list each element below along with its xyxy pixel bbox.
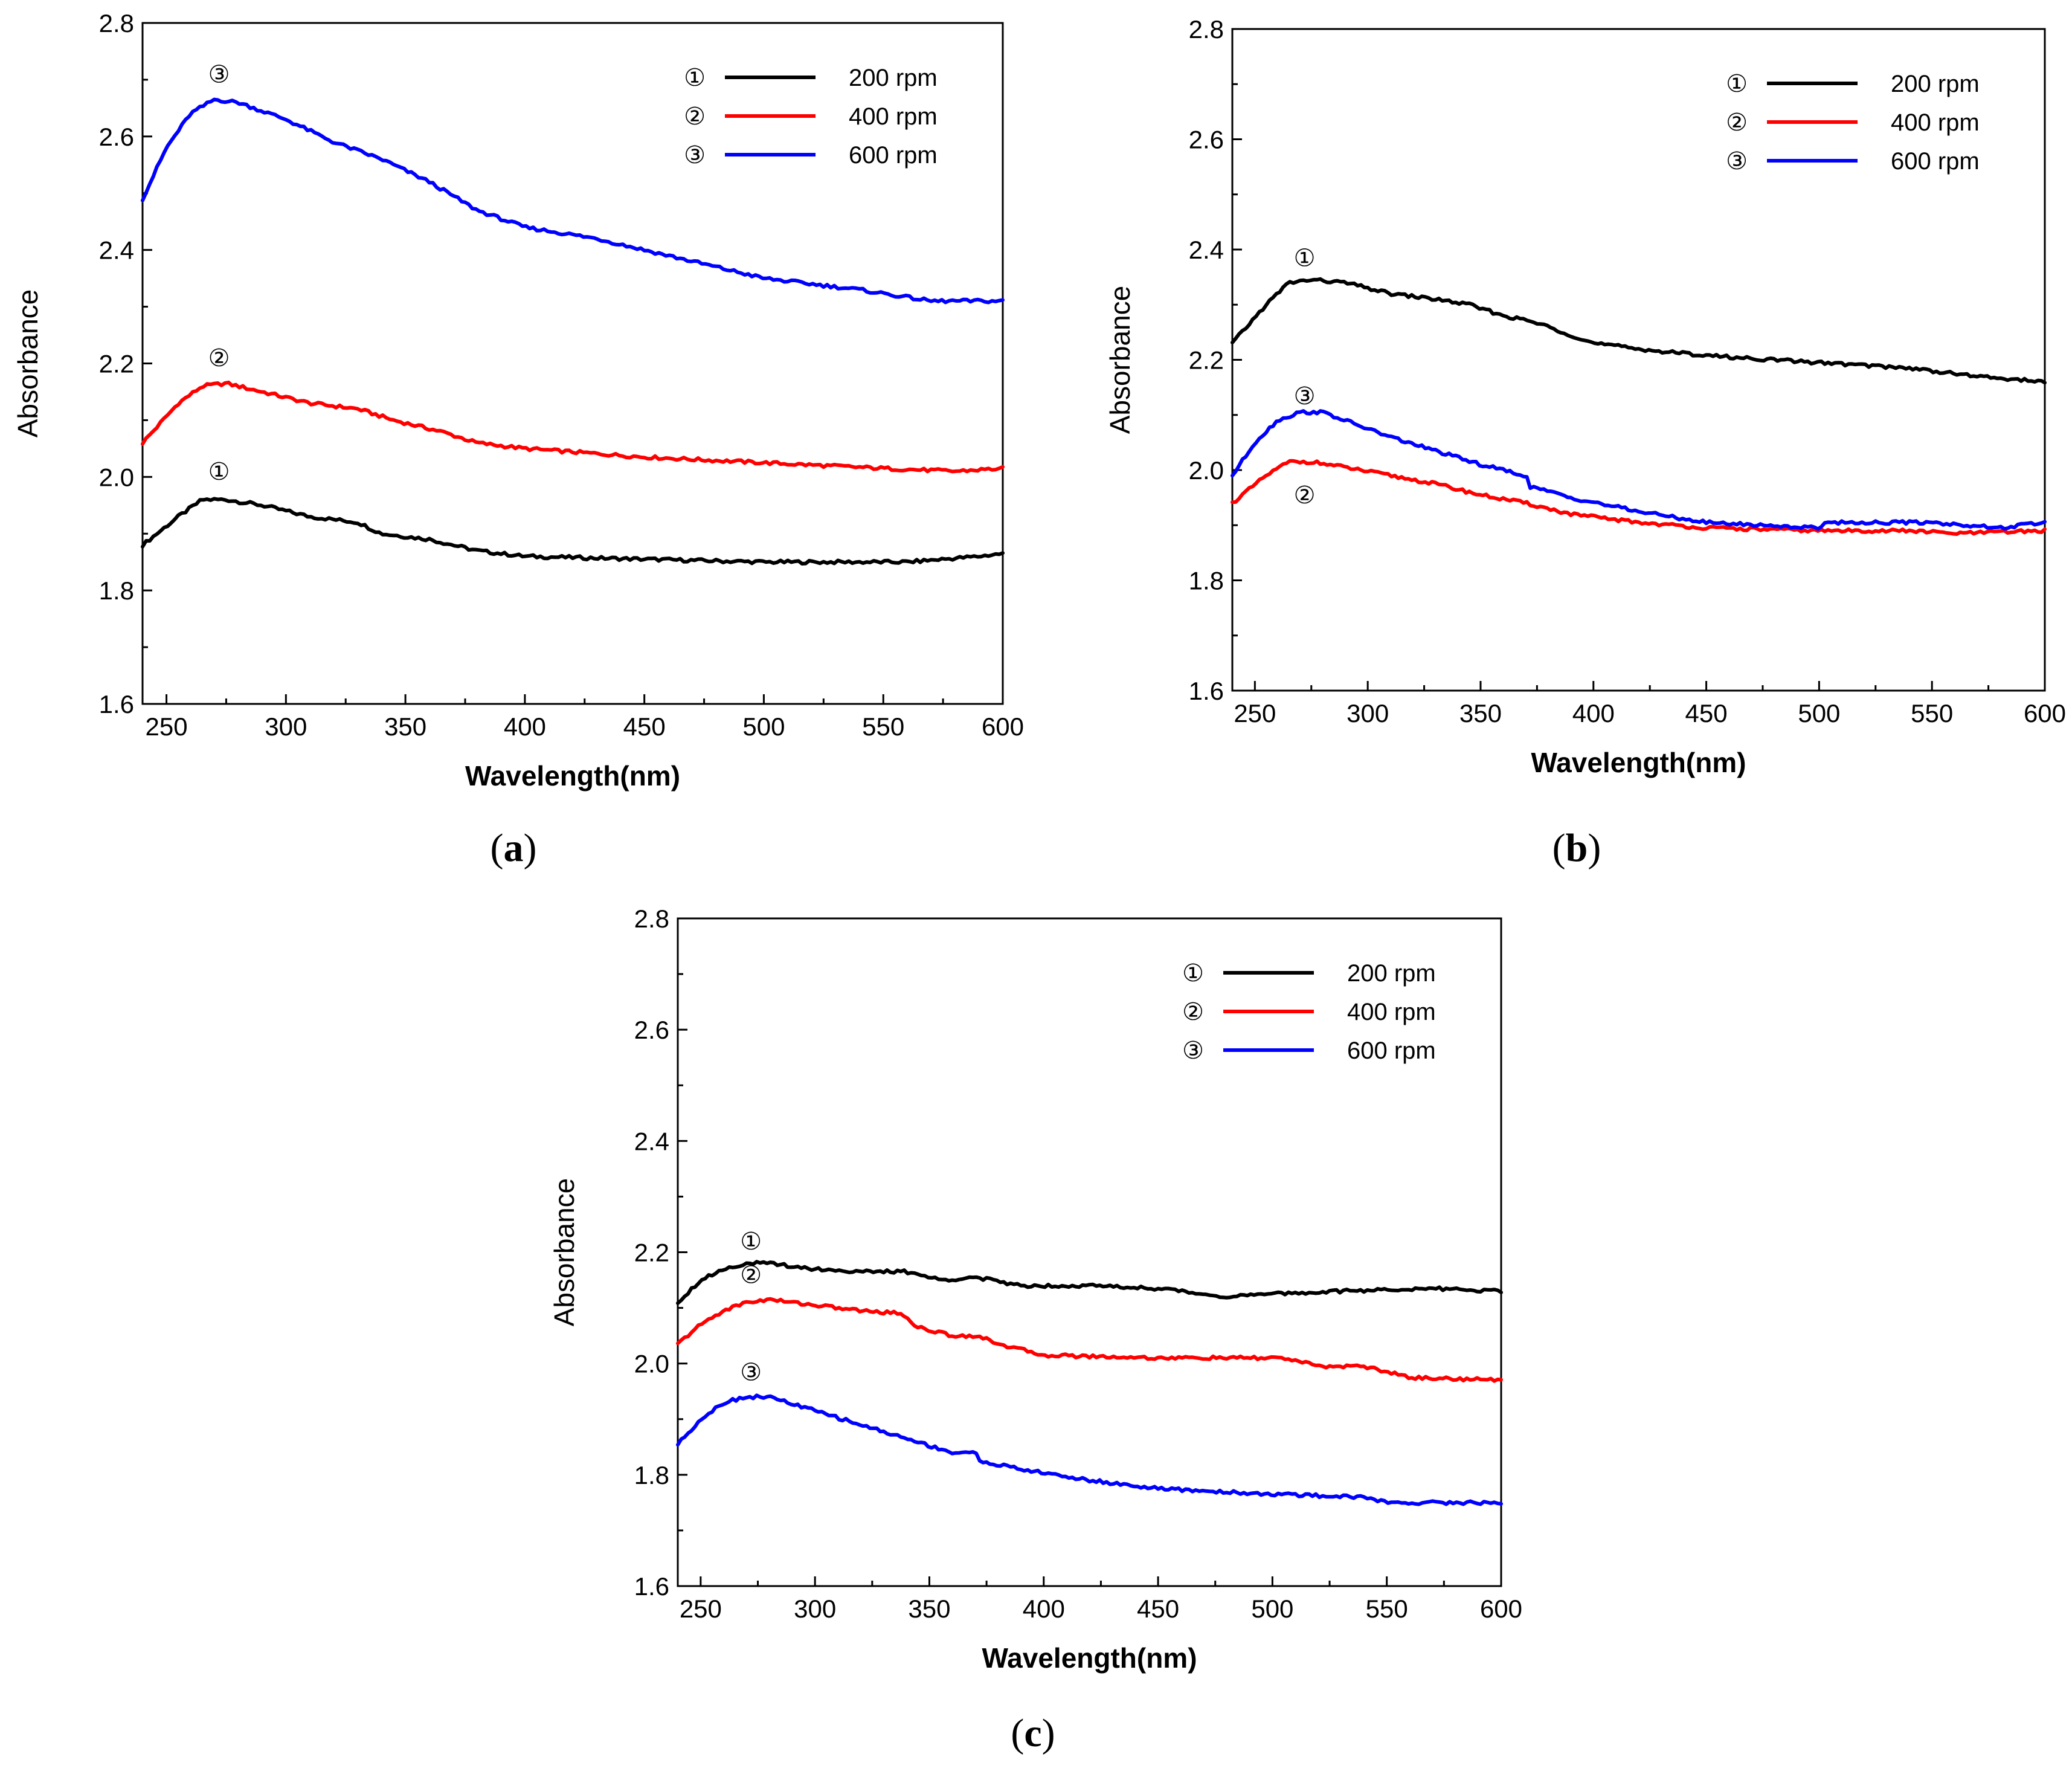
legend-marker: ② <box>1726 109 1748 137</box>
legend-marker: ② <box>684 103 706 131</box>
series-annotation-marker: ③ <box>1294 382 1316 410</box>
x-tick-label: 250 <box>680 1595 722 1623</box>
series-line-600-rpm <box>1231 409 2047 531</box>
series-line-600-rpm <box>676 1393 1503 1506</box>
legend-marker: ③ <box>684 141 706 169</box>
x-tick-label: 250 <box>1234 699 1276 727</box>
x-tick-label: 300 <box>1346 699 1389 727</box>
y-tick-label: 1.6 <box>1189 677 1224 705</box>
series-annotation-marker: ① <box>1294 245 1316 273</box>
y-tick-label: 1.8 <box>1189 567 1224 595</box>
legend-marker: ① <box>1182 959 1204 987</box>
y-tick-label: 2.6 <box>99 123 134 151</box>
series-annotation-marker: ② <box>208 344 230 372</box>
y-tick-label: 1.6 <box>634 1572 669 1601</box>
legend-label: 600 rpm <box>1347 1037 1436 1064</box>
x-tick-label: 400 <box>1572 699 1615 727</box>
legend-label: 200 rpm <box>1347 960 1436 987</box>
panel-caption: (b) <box>1552 826 1601 870</box>
series-annotation-marker: ② <box>1294 482 1316 509</box>
chart-panel-b: 250 300 350 400 450 500 550 600 1.6 1.8 2.0 2.2 2.4 2… <box>1104 15 2066 870</box>
y-tick-label: 1.8 <box>99 576 134 605</box>
y-tick-label: 2.6 <box>634 1016 669 1044</box>
x-tick-label: 450 <box>623 712 666 741</box>
x-tick-label: 450 <box>1685 699 1728 727</box>
x-tick-label: 550 <box>862 712 904 741</box>
y-tick-label: 1.6 <box>99 690 134 718</box>
y-tick-label: 2.4 <box>99 236 134 265</box>
series-line-600-rpm <box>141 97 1005 305</box>
y-tick-label: 2.4 <box>634 1127 669 1155</box>
x-tick-label: 250 <box>146 712 188 741</box>
legend-label: 400 rpm <box>849 103 938 130</box>
y-tick-label: 2.8 <box>99 9 134 37</box>
series-line-200-rpm <box>141 497 1005 566</box>
legend-label: 600 rpm <box>1891 148 1980 175</box>
x-tick-label: 550 <box>1911 699 1953 727</box>
y-tick-label: 2.8 <box>1189 15 1224 44</box>
x-tick-label: 300 <box>794 1595 836 1623</box>
x-tick-label: 500 <box>742 712 785 741</box>
series-annotation-marker: ① <box>208 458 230 486</box>
legend-label: 200 rpm <box>1891 71 1980 97</box>
legend-marker: ③ <box>1182 1037 1204 1065</box>
legend-marker: ① <box>684 64 706 92</box>
y-tick-label: 2.0 <box>99 463 134 491</box>
legend-marker: ① <box>1726 70 1748 98</box>
x-tick-label: 400 <box>504 712 546 741</box>
x-tick-label: 600 <box>1480 1595 1522 1623</box>
legend-label: 400 rpm <box>1891 109 1980 136</box>
y-tick-label: 2.0 <box>634 1350 669 1378</box>
y-axis-title: Absorbance <box>12 289 43 438</box>
x-tick-label: 550 <box>1366 1595 1408 1623</box>
y-tick-label: 2.4 <box>1189 236 1224 264</box>
series-annotation-marker: ② <box>740 1261 762 1289</box>
series-annotation-marker: ③ <box>208 61 230 89</box>
series-line-400-rpm <box>1231 459 2047 536</box>
y-tick-label: 1.8 <box>634 1461 669 1489</box>
series-line-200-rpm <box>676 1260 1503 1305</box>
x-tick-label: 350 <box>908 1595 950 1623</box>
legend-label: 400 rpm <box>1347 999 1436 1025</box>
panel-caption: (a) <box>491 826 537 870</box>
series-annotation-marker: ③ <box>740 1358 762 1386</box>
series-annotation-marker: ① <box>740 1228 762 1256</box>
y-tick-label: 2.2 <box>1189 346 1224 375</box>
chart-panel-c: 250 300 350 400 450 500 550 600 1.6 1.8 2.0 2.2 2.4 2… <box>549 905 1522 1755</box>
series-line-200-rpm <box>1231 277 2047 385</box>
legend-marker: ③ <box>1726 147 1748 175</box>
x-tick-label: 400 <box>1023 1595 1065 1623</box>
panels: 250 300 350 400 450 500 550 600 1.6 1.8 2.0 2.2 2.4 2… <box>12 9 2066 1755</box>
y-axis-title: Absorbance <box>549 1178 580 1327</box>
legend-marker: ② <box>1182 998 1204 1026</box>
legend-label: 200 rpm <box>849 65 938 91</box>
x-tick-label: 600 <box>2024 699 2066 727</box>
chart-panel-a: 250 300 350 400 450 500 550 600 1.6 1.8 2.0 2.2 2.4 2… <box>12 9 1024 870</box>
y-tick-label: 2.0 <box>1189 456 1224 485</box>
x-axis-title: Wavelength(nm) <box>465 760 680 792</box>
legend-label: 600 rpm <box>849 142 938 169</box>
x-tick-label: 600 <box>982 712 1024 741</box>
x-axis-title: Wavelength(nm) <box>982 1642 1197 1674</box>
panel-caption: (c) <box>1011 1711 1055 1755</box>
x-tick-label: 300 <box>265 712 307 741</box>
series-line-400-rpm <box>141 380 1005 474</box>
x-tick-label: 500 <box>1798 699 1840 727</box>
y-tick-label: 2.2 <box>99 350 134 378</box>
y-axis-title: Absorbance <box>1104 286 1136 434</box>
x-tick-label: 350 <box>384 712 426 741</box>
y-tick-label: 2.8 <box>634 905 669 933</box>
x-tick-label: 350 <box>1459 699 1502 727</box>
series-line-400-rpm <box>676 1297 1503 1383</box>
y-tick-label: 2.6 <box>1189 126 1224 154</box>
x-axis-title: Wavelength(nm) <box>1531 747 1746 778</box>
x-tick-label: 450 <box>1137 1595 1179 1623</box>
x-tick-label: 500 <box>1251 1595 1293 1623</box>
y-tick-label: 2.2 <box>634 1239 669 1267</box>
